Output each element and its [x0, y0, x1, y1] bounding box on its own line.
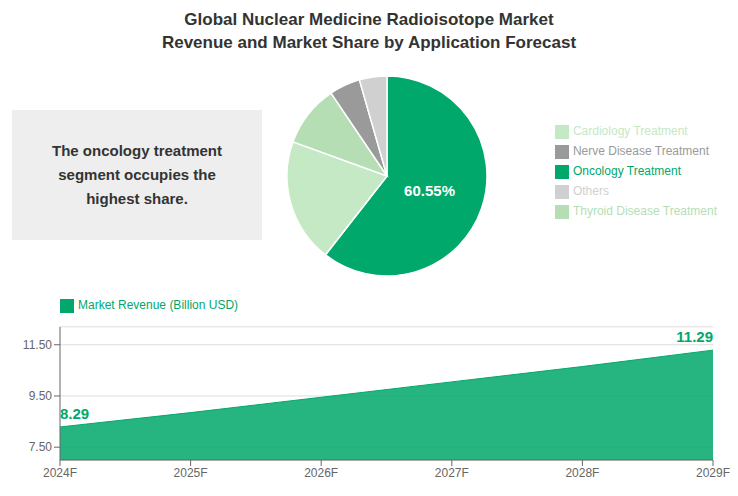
html-text:Market Revenue (Billion USD): Market Revenue (Billion USD): [78, 298, 239, 312]
html-text:Oncology Treatment: Oncology Treatment: [572, 164, 681, 178]
svg-text:60.55%: 60.55%: [404, 182, 455, 199]
svg-text:8.29: 8.29: [60, 405, 89, 422]
html-text:The oncology treatment segment: The oncology treatment segment occupies …: [52, 142, 222, 207]
svg-text:9.50: 9.50: [29, 389, 53, 403]
html-text:Revenue and Market Share by Ap: Revenue and Market Share by Application …: [161, 33, 576, 52]
html-text:Thyroid Disease Treatment: Thyroid Disease Treatment: [572, 204, 717, 218]
html-text:Cardiology Treatment: Cardiology Treatment: [572, 124, 688, 138]
svg-text:2026F: 2026F: [304, 466, 338, 480]
svg-text:2027F: 2027F: [435, 466, 469, 480]
html-text:Others: Others: [572, 184, 609, 198]
html-text:Nerve Disease Treatment: Nerve Disease Treatment: [572, 144, 709, 158]
svg-text:2025F: 2025F: [174, 466, 208, 480]
svg-text:2024F: 2024F: [43, 466, 77, 480]
svg-text:7.50: 7.50: [29, 440, 53, 454]
svg-text:2028F: 2028F: [565, 466, 599, 480]
html-text:Global Nuclear Medicine Radioi: Global Nuclear Medicine Radioisotope Mar…: [184, 10, 554, 29]
svg-text:11.29: 11.29: [676, 328, 713, 345]
svg-text:2029F: 2029F: [696, 466, 730, 480]
svg-text:11.50: 11.50: [23, 338, 52, 352]
